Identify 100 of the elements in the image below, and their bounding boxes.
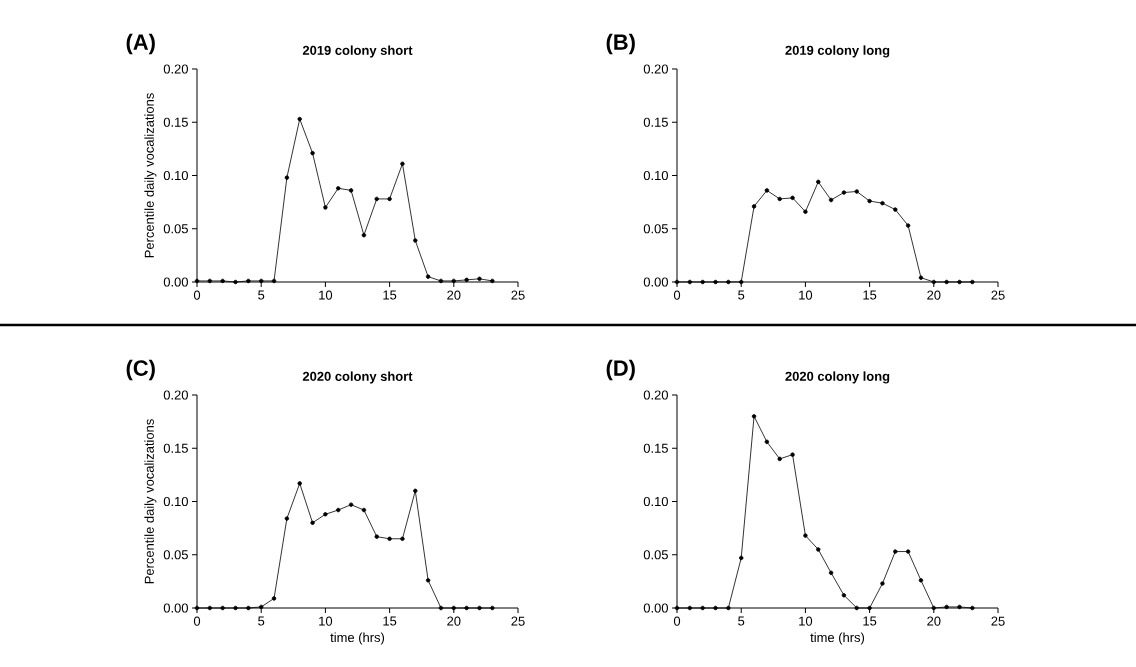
point <box>387 196 392 202</box>
x-tick-label: 20 <box>927 616 941 626</box>
point <box>880 581 885 586</box>
point <box>387 536 392 541</box>
chart-title: 2019 colony short <box>302 45 413 58</box>
point <box>674 279 680 285</box>
point <box>764 439 770 445</box>
y-tick-label: 0.10 <box>163 496 188 507</box>
point <box>490 278 495 284</box>
point <box>438 278 444 284</box>
y-tick-label: 0.05 <box>643 224 668 234</box>
y-tick-label: 0.05 <box>163 550 188 560</box>
point <box>220 278 225 284</box>
point <box>284 175 290 180</box>
point <box>803 209 808 214</box>
point <box>751 204 757 209</box>
y-tick-label: 0.15 <box>163 117 188 127</box>
point <box>271 278 277 284</box>
x-tick-label: 10 <box>319 616 333 626</box>
point <box>464 605 469 611</box>
point <box>880 200 885 206</box>
point <box>310 520 315 525</box>
point <box>944 604 949 610</box>
point <box>220 605 225 611</box>
point <box>477 276 482 281</box>
point <box>413 488 418 494</box>
point <box>893 207 898 212</box>
x-tick-label: 5 <box>738 616 745 626</box>
x-tick-label: 10 <box>799 290 813 300</box>
point <box>893 549 898 554</box>
point <box>970 279 975 285</box>
point <box>207 605 213 611</box>
point <box>790 195 795 201</box>
x-tick-label: 20 <box>447 616 461 626</box>
text: (A) <box>126 33 155 55</box>
point <box>477 605 482 611</box>
point <box>700 605 705 611</box>
x-tick-label: 10 <box>319 290 333 300</box>
point <box>400 536 405 541</box>
point <box>233 279 238 285</box>
x-tick-label: 15 <box>383 290 397 300</box>
point <box>194 278 200 284</box>
point <box>828 570 834 576</box>
point <box>905 549 911 554</box>
text: (B) <box>606 33 635 55</box>
x-tick-label: 0 <box>673 290 681 300</box>
chart-title: 2020 colony long <box>785 371 890 384</box>
text: (C) <box>126 359 155 381</box>
point <box>777 196 782 202</box>
point <box>284 516 290 521</box>
y-tick-label: 0.10 <box>643 170 668 181</box>
point <box>777 456 782 462</box>
point <box>713 605 718 611</box>
point <box>931 279 937 285</box>
point <box>259 604 264 610</box>
x-tick-label: 0 <box>193 616 201 626</box>
point <box>348 188 354 193</box>
chart-title: 2019 colony long <box>785 45 890 58</box>
point <box>400 161 405 166</box>
point <box>726 605 731 611</box>
y-tick-label: 0.15 <box>643 117 668 127</box>
point <box>957 604 962 610</box>
point <box>867 198 872 204</box>
point <box>297 481 302 486</box>
point <box>413 238 418 243</box>
x-tick-label: 0 <box>193 290 201 300</box>
x-tick-label: 0 <box>673 616 681 626</box>
y-tick-label: 0.20 <box>643 390 668 400</box>
point <box>828 197 834 203</box>
point <box>957 279 962 285</box>
point <box>867 605 872 611</box>
point <box>674 605 680 611</box>
point <box>246 278 251 284</box>
point <box>310 150 315 156</box>
point <box>323 512 328 517</box>
text: (D) <box>606 359 635 381</box>
point <box>918 578 924 583</box>
y-tick-label: 0.05 <box>163 224 188 234</box>
x-tick-label: 15 <box>383 616 397 626</box>
y-tick-label: 0.05 <box>643 550 668 560</box>
chart-title: 2020 colony short <box>302 371 413 384</box>
x-tick-label: 25 <box>511 290 525 300</box>
point <box>490 605 495 611</box>
point <box>336 186 341 191</box>
point <box>425 578 431 583</box>
point <box>687 279 693 285</box>
y-tick-label: 0.15 <box>643 443 668 453</box>
y-tick-label: 0.00 <box>163 277 188 287</box>
point <box>361 507 367 513</box>
x-tick-label: 15 <box>863 616 877 626</box>
point <box>374 534 379 539</box>
point <box>944 279 949 285</box>
point <box>803 533 808 538</box>
x-axis-title: time (hrs) <box>810 632 865 645</box>
y-tick-label: 0.00 <box>163 603 188 613</box>
point <box>259 278 264 284</box>
point <box>841 593 847 598</box>
point <box>374 196 379 202</box>
y-tick-label: 0.00 <box>643 277 668 287</box>
point <box>336 507 341 513</box>
